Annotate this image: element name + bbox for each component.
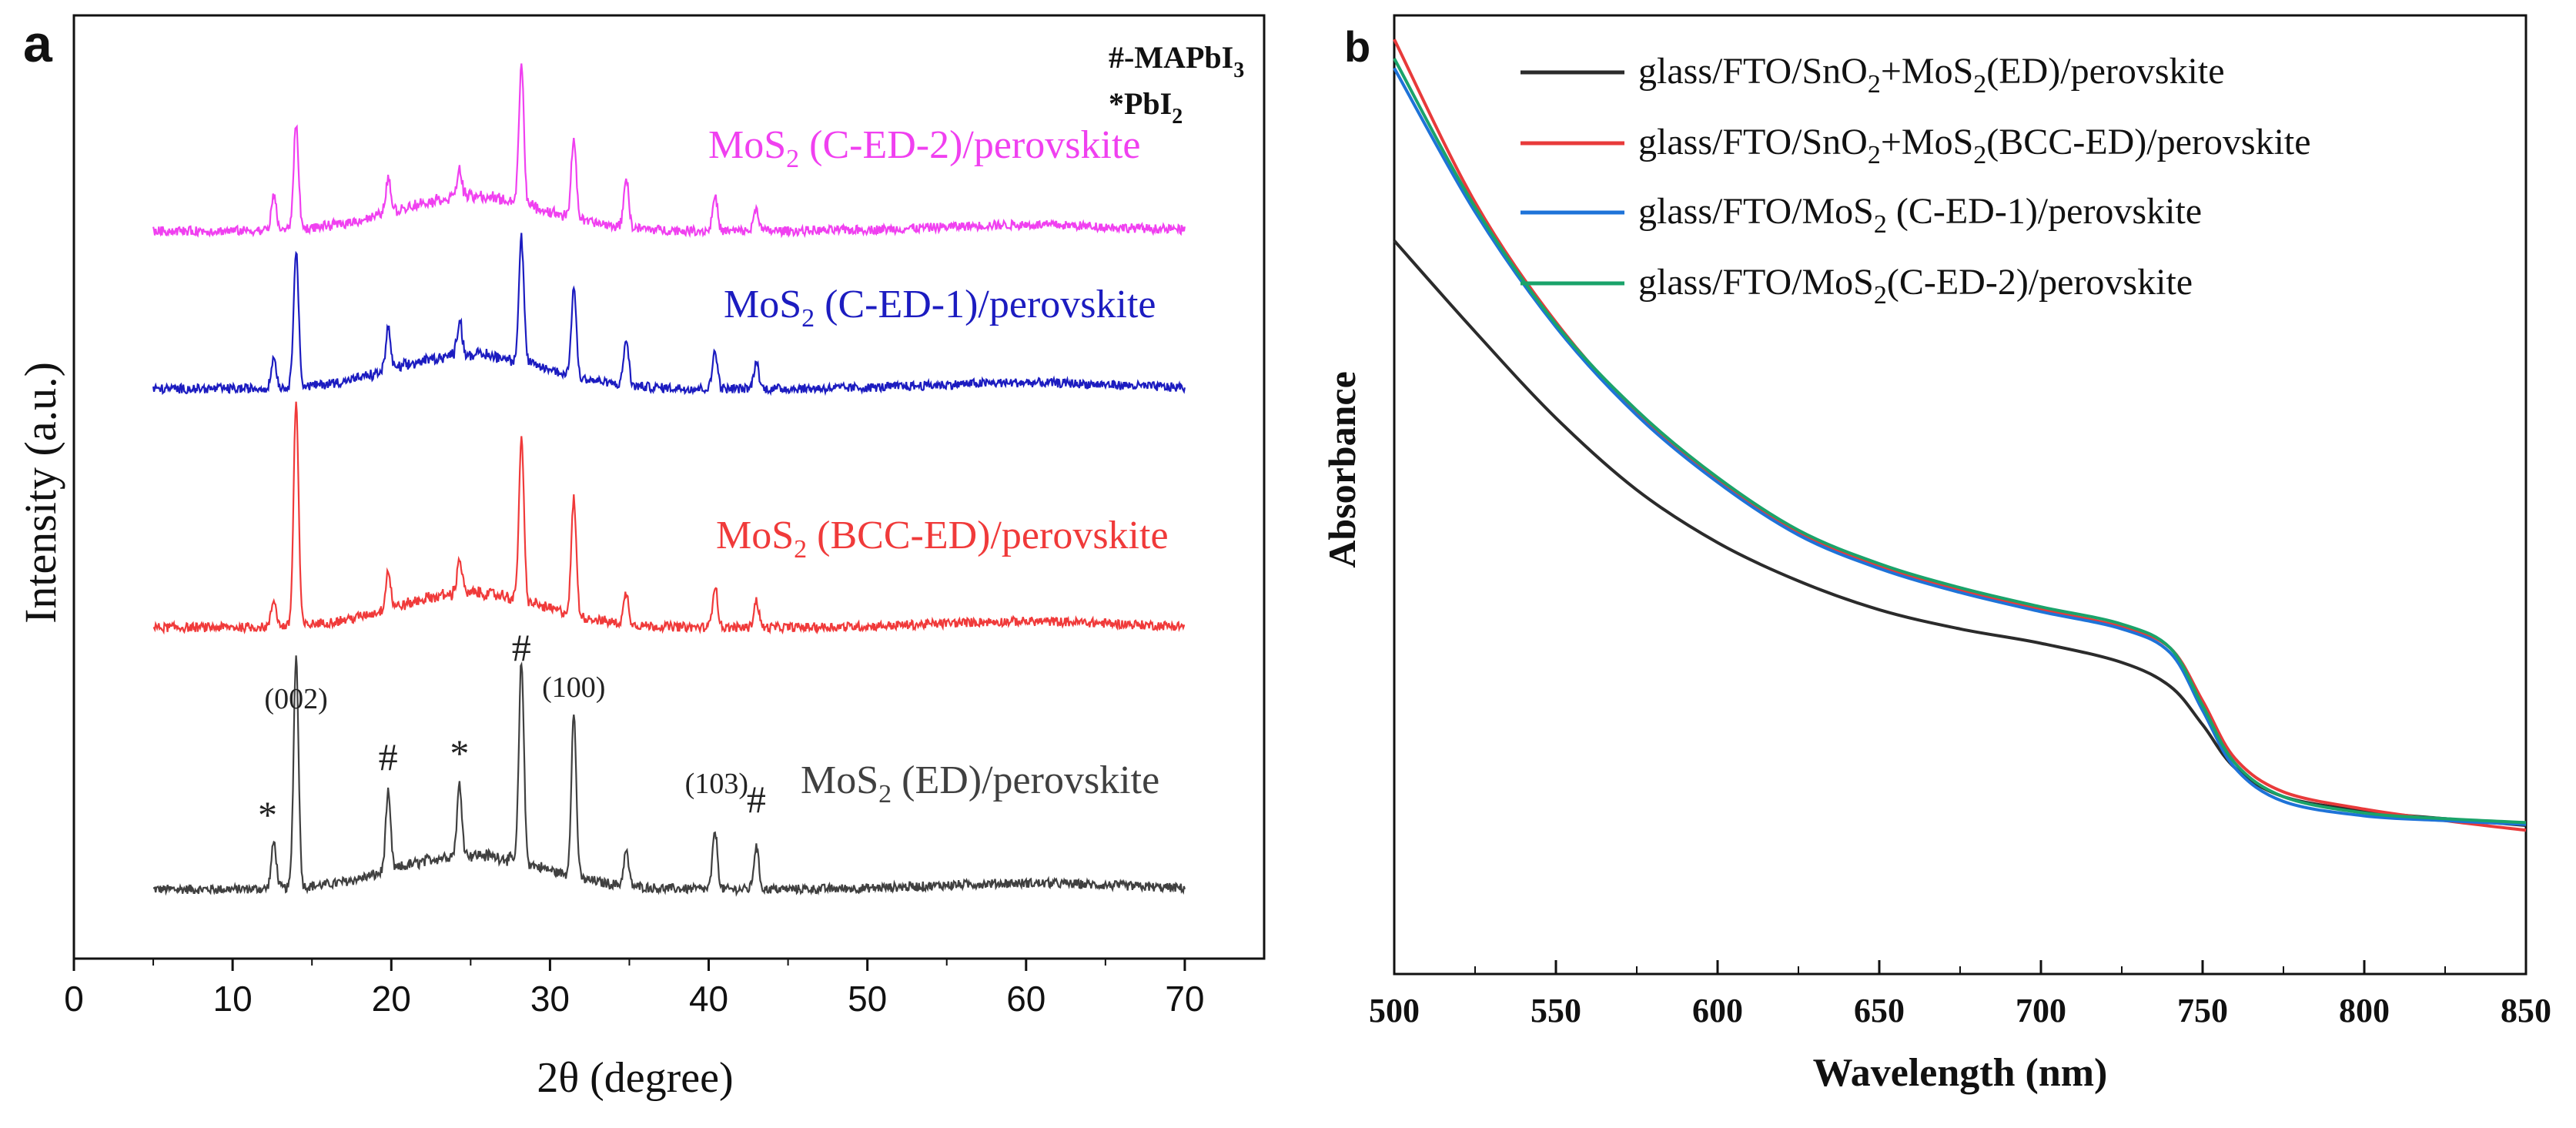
abs-x-tick-label: 750 [2177,992,2228,1029]
xrd-series-line [152,63,1186,239]
abs-series-group [1393,38,2527,832]
abs-x-tick-label: 700 [2016,992,2066,1029]
abs-legend-label: glass/FTO/SnO2+MoS2(ED)/perovskite [1638,51,2225,99]
abs-x-tick-label: 650 [1854,992,1905,1029]
xrd-panel: 0 10 20 30 40 50 60 70 MoS2 (ED)/perovskiteMoS2… [15,14,1266,1102]
xrd-series-label: MoS2 (BCC-ED)/perovskite [716,514,1169,564]
xrd-phase-marker: * [450,731,469,775]
abs-x-axis-label: Wavelength (nm) [1813,1051,2108,1095]
xrd-series-labels: MoS2 (ED)/perovskite MoS2 (BCC-ED)/perovs… [708,123,1169,808]
xrd-series-label: MoS2 (C-ED-2)/perovskite [708,123,1140,173]
xrd-x-ticks: 0 10 20 30 40 50 60 70 [64,959,1205,1019]
abs-x-tick-label: 500 [1369,992,1420,1029]
abs-x-tick-label: 550 [1531,992,1581,1029]
abs-x-ticks: 500 550 600 650 700 750 800 850 [1369,960,2551,1029]
abs-series-line [1393,67,2527,826]
xrd-x-tick-label: 10 [213,979,253,1019]
xrd-series-group [152,63,1186,897]
abs-legend: glass/FTO/SnO2+MoS2(ED)/perovskite glass/… [1521,51,2311,310]
xrd-legend-mapbi3: #-MAPbI3 [1109,40,1244,82]
abs-legend-label: glass/FTO/MoS2(C-ED-2)/perovskite [1638,262,2193,310]
xrd-series-label: MoS2 (ED)/perovskite [801,758,1159,808]
xrd-series-line [152,233,1186,397]
xrd-phase-marker: # [747,778,766,821]
xrd-x-tick-label: 40 [689,979,728,1019]
xrd-plane-annotation: (103) [685,768,748,800]
xrd-peak-annotations: (002)#(100)*# *(103)# [258,626,766,836]
abs-x-tick-label: 850 [2501,992,2551,1029]
xrd-x-tick-label: 0 [64,979,84,1019]
xrd-legend-pbi2: *PbI2 [1109,86,1183,129]
xrd-series-line [152,401,1186,635]
xrd-x-tick-label: 30 [530,979,570,1019]
xrd-phase-marker: * [258,793,277,836]
abs-x-tick-label: 600 [1692,992,1743,1029]
abs-legend-label: glass/FTO/SnO2+MoS2(BCC-ED)/perovskite [1638,122,2311,169]
xrd-phase-marker: # [379,735,398,778]
xrd-plot-frame [72,14,1266,960]
abs-y-axis-label: Absorbance [1320,371,1363,568]
abs-x-tick-label: 800 [2339,992,2390,1029]
xrd-x-axis-label: 2θ (degree) [537,1054,733,1102]
panel-label-a: a [23,15,53,73]
xrd-x-tick-label: 70 [1165,979,1204,1019]
abs-series-line [1393,239,2527,827]
absorbance-panel: 500 550 600 650 700 750 800 850 glass/FTO/SnO2+… [1320,14,2551,1095]
abs-series-line [1393,58,2527,825]
xrd-y-axis-label: Intensity (a.u.) [15,362,65,624]
panel-label-b: b [1344,22,1370,71]
xrd-plane-annotation: (002) [264,683,327,715]
xrd-plane-annotation: (100) [542,671,605,704]
abs-legend-label: glass/FTO/MoS2 (C-ED-1)/perovskite [1638,191,2202,239]
xrd-phase-marker: # [512,626,531,669]
xrd-series-label: MoS2 (C-ED-1)/perovskite [724,283,1156,333]
xrd-series-line [152,655,1186,897]
xrd-x-tick-label: 60 [1006,979,1045,1019]
xrd-x-tick-label: 50 [848,979,887,1019]
xrd-x-tick-label: 20 [372,979,411,1019]
